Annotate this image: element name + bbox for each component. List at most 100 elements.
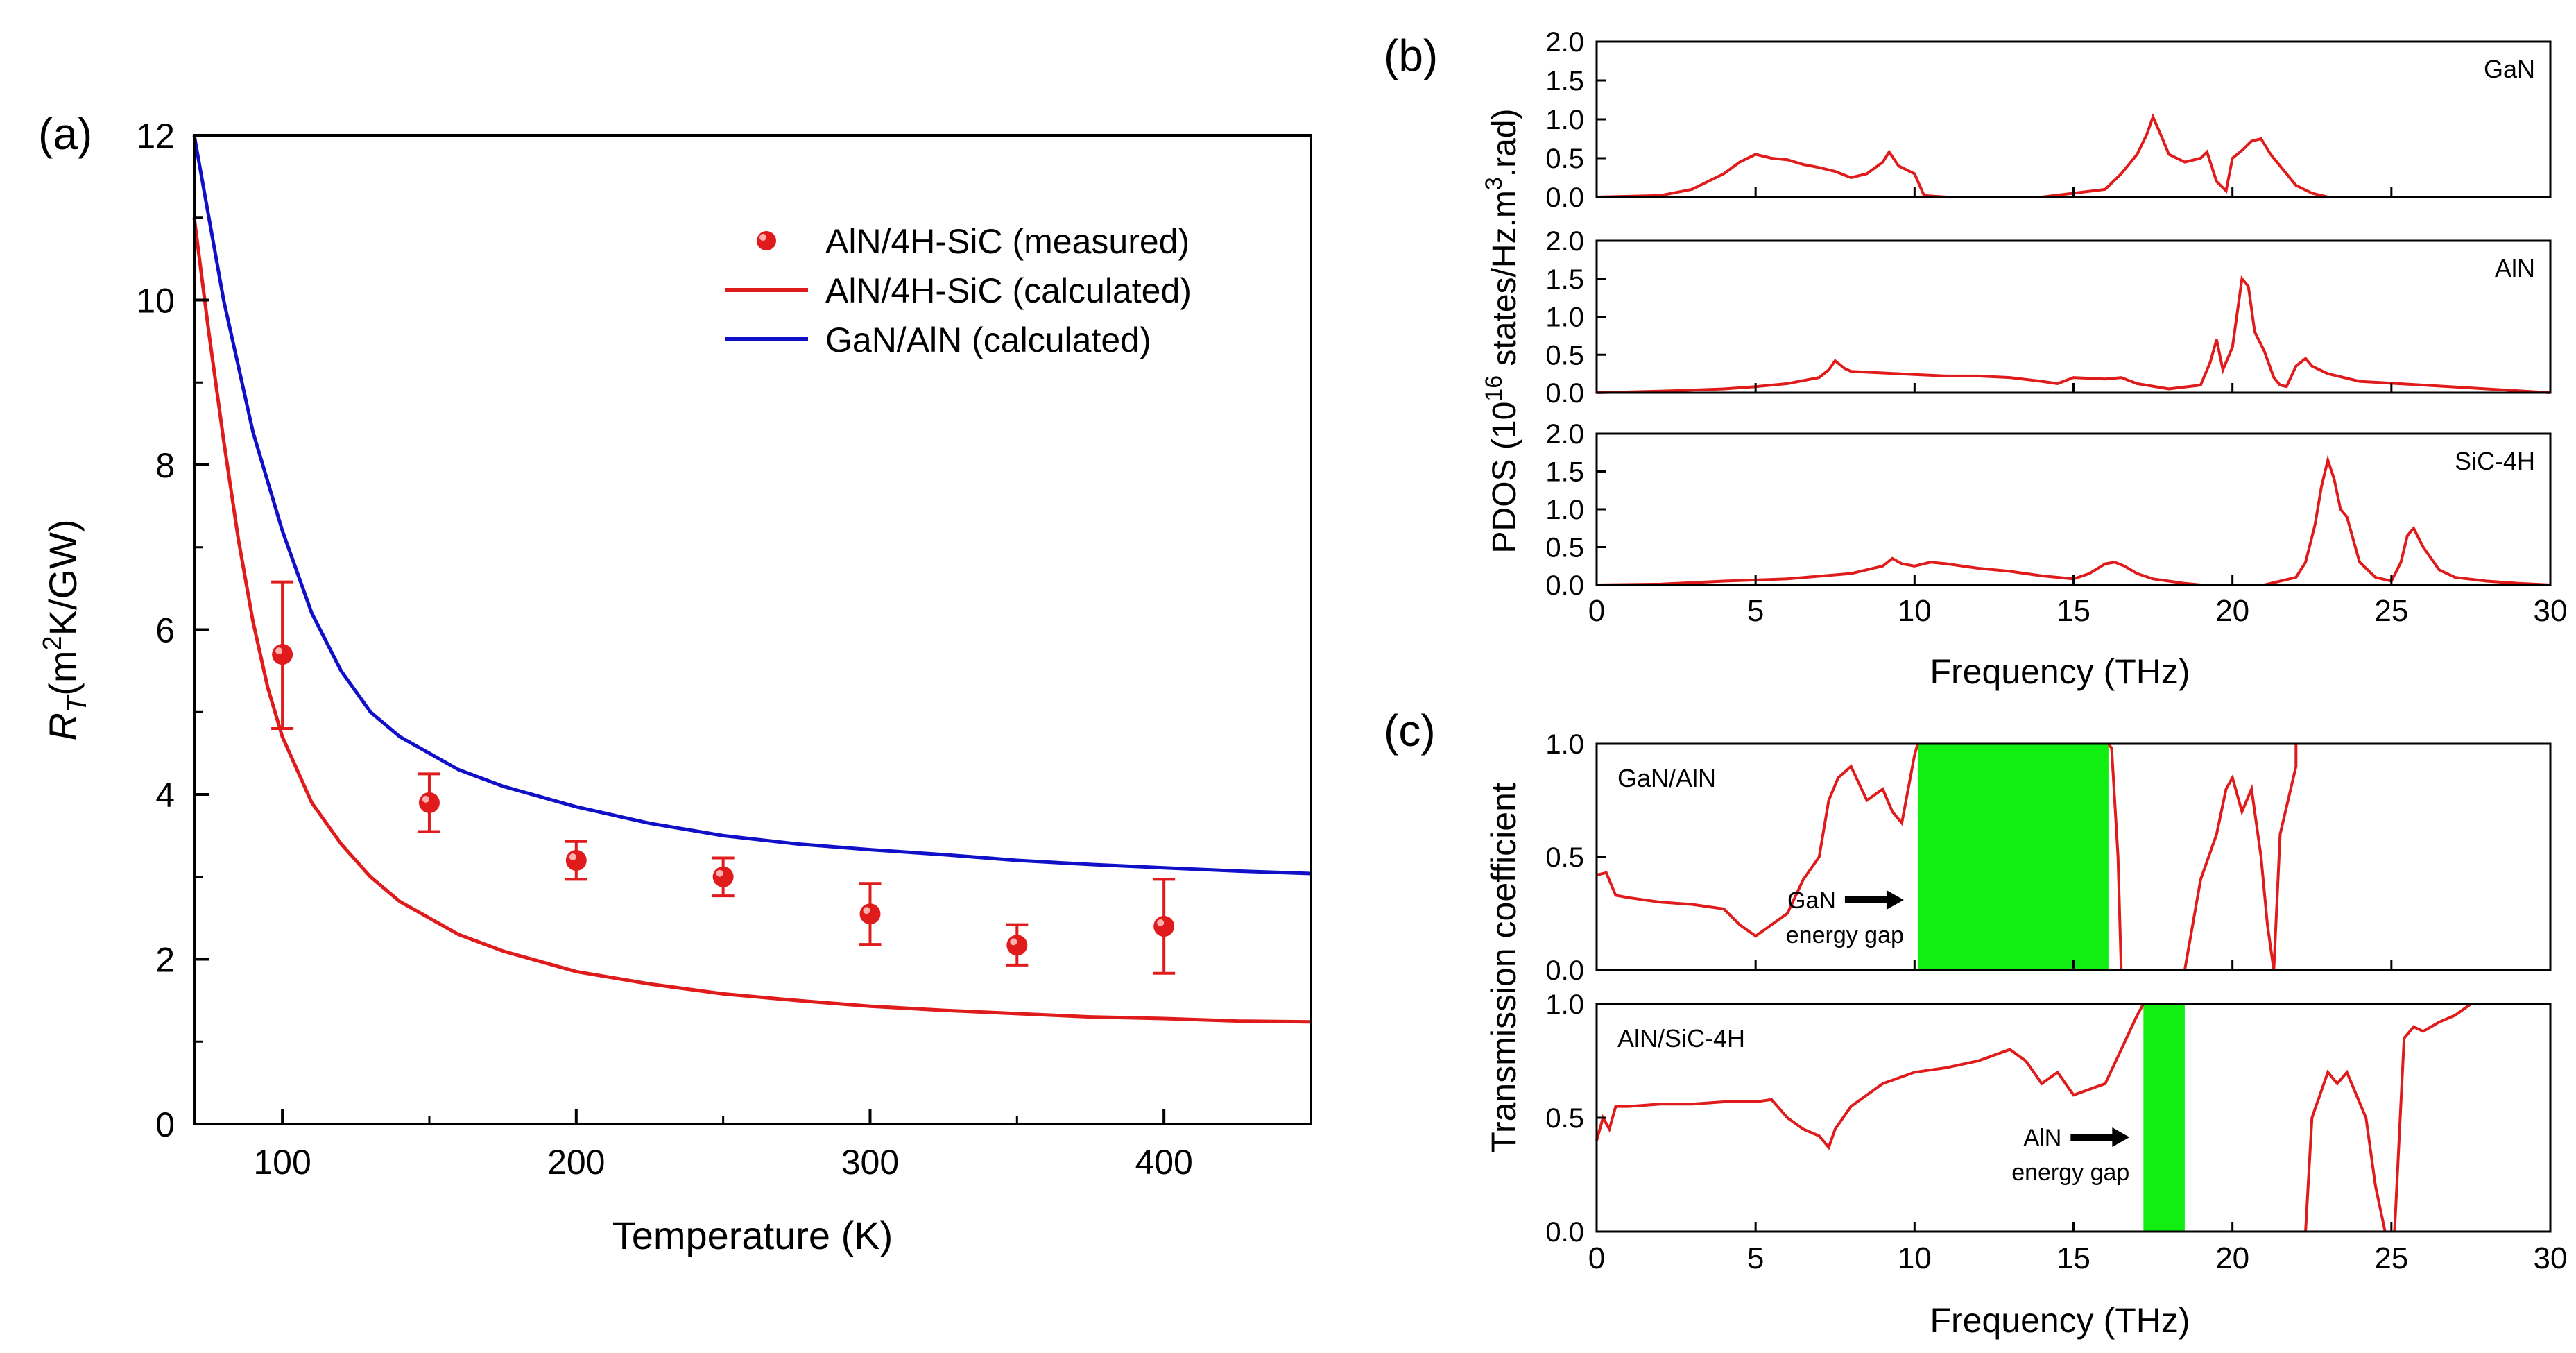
pdos-x-tick-label-2: 10 — [1898, 594, 1932, 628]
transmission-curve-0-2 — [2183, 744, 2298, 971]
measured-point-highlight-1 — [422, 795, 429, 803]
transmission-curve-0-0 — [1596, 743, 1919, 938]
panel-b-x-axis-label: Frequency (THz) — [1930, 652, 2190, 691]
pdos-x-tick-label-1: 5 — [1747, 594, 1764, 628]
y-tick-label-5: 10 — [136, 282, 175, 321]
pdos-y-tick-label: 1.0 — [1545, 303, 1584, 333]
gap-label-line1-1: AlN — [2024, 1125, 2062, 1151]
panel-a-legend: AlN/4H-SiC (measured) AlN/4H-SiC (calcul… — [725, 222, 1192, 359]
pdos-x-tick-label-5: 25 — [2374, 594, 2408, 628]
panel-a-y-axis-label: RT(m2K/GW) — [38, 519, 92, 740]
pdos-y-tick-label: 0.5 — [1545, 144, 1584, 174]
measured-point-6 — [1153, 916, 1175, 937]
pdos-subplot-1: AlN 0.0 0.5 1.0 1.5 2.0 — [1545, 226, 2552, 409]
panel-c-label: (c) — [1384, 706, 1436, 756]
transmission-x-tick-label-2: 10 — [1898, 1241, 1932, 1275]
panel-c-x-axis-label: Frequency (THz) — [1930, 1301, 2190, 1340]
pdos-y-tick-label: 1.0 — [1545, 105, 1584, 135]
panel-a-plot-area — [192, 135, 1312, 1024]
transmission-x-tick-label-3: 15 — [2056, 1241, 2090, 1275]
panel-c-y-axis-label: Transmission coefficient — [1484, 783, 1523, 1153]
y-tick-label-6: 12 — [136, 117, 175, 155]
pdos-frame-1 — [1595, 239, 2552, 394]
transmission-subplot-0: GaN/AlN 0.0 0.5 1.0 GaN energy gap — [1545, 729, 2552, 986]
transmission-y-tick-label: 0.0 — [1545, 955, 1584, 986]
legend-marker-measured — [757, 231, 776, 250]
panel-a-label: (a) — [38, 109, 92, 159]
gap-label-line2-1: energy gap — [2011, 1159, 2129, 1186]
transmission-y-tick-label: 0.0 — [1545, 1217, 1584, 1248]
transmission-x-tick-label-4: 20 — [2215, 1241, 2249, 1275]
measured-point-5 — [1006, 935, 1028, 956]
measured-point-highlight-0 — [275, 647, 283, 655]
panel-b-label: (b) — [1384, 31, 1438, 80]
transmission-x-tick-label-1: 5 — [1747, 1241, 1764, 1275]
pdos-curve-0 — [1596, 113, 2550, 198]
pdos-curve-1 — [1596, 275, 2551, 394]
transmission-y-tick-label: 0.5 — [1545, 1103, 1584, 1134]
gap-label-line1-0: GaN — [1787, 887, 1836, 914]
transmission-curve-1-2 — [2393, 1003, 2472, 1232]
legend-label-gan-aln: GaN/AlN (calculated) — [825, 321, 1151, 359]
pdos-y-tick-label: 0.5 — [1545, 340, 1584, 371]
panel-a-series-line-1 — [192, 135, 1312, 876]
pdos-label-1: AlN — [2495, 254, 2535, 282]
energy-gap-band-1 — [2143, 1004, 2185, 1232]
pdos-y-tick-label: 2.0 — [1545, 27, 1584, 58]
measured-point-highlight-5 — [1010, 938, 1017, 946]
y-tick-label-1: 2 — [155, 941, 175, 980]
pdos-x-tick-label-4: 20 — [2215, 594, 2249, 628]
transmission-curve-1-1 — [2304, 1069, 2387, 1232]
measured-point-highlight-6 — [1157, 919, 1165, 926]
y-tick-label-0: 0 — [155, 1105, 175, 1144]
legend-label-measured: AlN/4H-SiC (measured) — [825, 222, 1190, 261]
y-tick-label-2: 4 — [155, 776, 175, 815]
transmission-y-tick-label: 0.5 — [1545, 842, 1584, 873]
pdos-y-tick-label: 0.5 — [1545, 533, 1584, 563]
pdos-frame-0 — [1595, 40, 2552, 198]
pdos-y-tick-label: 0.0 — [1545, 182, 1584, 213]
pdos-x-tick-label-6: 30 — [2534, 594, 2568, 628]
gap-arrow-icon-1 — [2070, 1128, 2130, 1147]
panel-a-series-line-0 — [192, 217, 1312, 1024]
transmission-y-tick-label: 1.0 — [1545, 989, 1584, 1020]
x-tick-label-1: 200 — [547, 1143, 605, 1182]
measured-point-3 — [712, 866, 734, 887]
pdos-y-tick-label: 2.0 — [1545, 419, 1584, 450]
pdos-subplot-2: SiC-4H 0.0 0.5 1.0 1.5 2.0 — [1545, 419, 2552, 601]
transmission-curve-1-0 — [1595, 1003, 2145, 1150]
panel-a-y-ticks: 0 2 4 6 8 10 12 — [136, 117, 209, 1144]
pdos-y-tick-label: 0.0 — [1545, 570, 1584, 601]
x-tick-label-2: 300 — [841, 1143, 899, 1182]
transmission-subplot-1: AlN/SiC-4H 0.0 0.5 1.0 AlN energy gap — [1545, 989, 2552, 1248]
panel-a-x-axis-label: Temperature (K) — [612, 1214, 893, 1257]
measured-point-2 — [565, 850, 587, 871]
measured-point-0 — [272, 644, 293, 665]
legend-label-alsic-calc: AlN/4H-SiC (calculated) — [825, 271, 1192, 310]
legend-marker-highlight — [759, 234, 766, 241]
panel-b-y-axis-label: PDOS (1016 states/Hz.m3.rad) — [1481, 109, 1523, 554]
panel-a: (a) 100 200 300 400 0 2 4 6 8 10 12 Temperature (… — [38, 109, 1312, 1257]
measured-point-highlight-2 — [569, 853, 576, 860]
panel-b-subplots: GaN0.00.51.01.52.0AlN0.00.51.01.52.0SiC-… — [1545, 27, 2567, 628]
measured-point-highlight-4 — [863, 907, 870, 914]
pdos-y-tick-label: 1.5 — [1545, 264, 1584, 295]
transmission-label-1: AlN/SiC-4H — [1617, 1024, 1745, 1053]
pdos-label-0: GaN — [2484, 55, 2535, 83]
transmission-curve-0-1 — [2107, 742, 2123, 971]
panel-a-x-ticks: 100 200 300 400 — [253, 1109, 1312, 1182]
measured-point-highlight-3 — [716, 869, 723, 877]
pdos-x-tick-label-0: 0 — [1588, 594, 1605, 628]
x-tick-label-0: 100 — [253, 1143, 311, 1182]
pdos-y-tick-label: 1.0 — [1545, 495, 1584, 525]
transmission-x-tick-label-6: 30 — [2534, 1241, 2568, 1275]
pdos-subplot-0: GaN 0.0 0.5 1.0 1.5 2.0 — [1545, 27, 2552, 213]
transmission-label-0: GaN/AlN — [1617, 764, 1716, 792]
pdos-y-tick-label: 2.0 — [1545, 226, 1584, 257]
pdos-y-tick-label: 0.0 — [1545, 378, 1584, 409]
transmission-y-tick-label: 1.0 — [1545, 729, 1584, 760]
pdos-y-tick-label: 1.5 — [1545, 457, 1584, 488]
energy-gap-band-0 — [1917, 744, 2109, 970]
